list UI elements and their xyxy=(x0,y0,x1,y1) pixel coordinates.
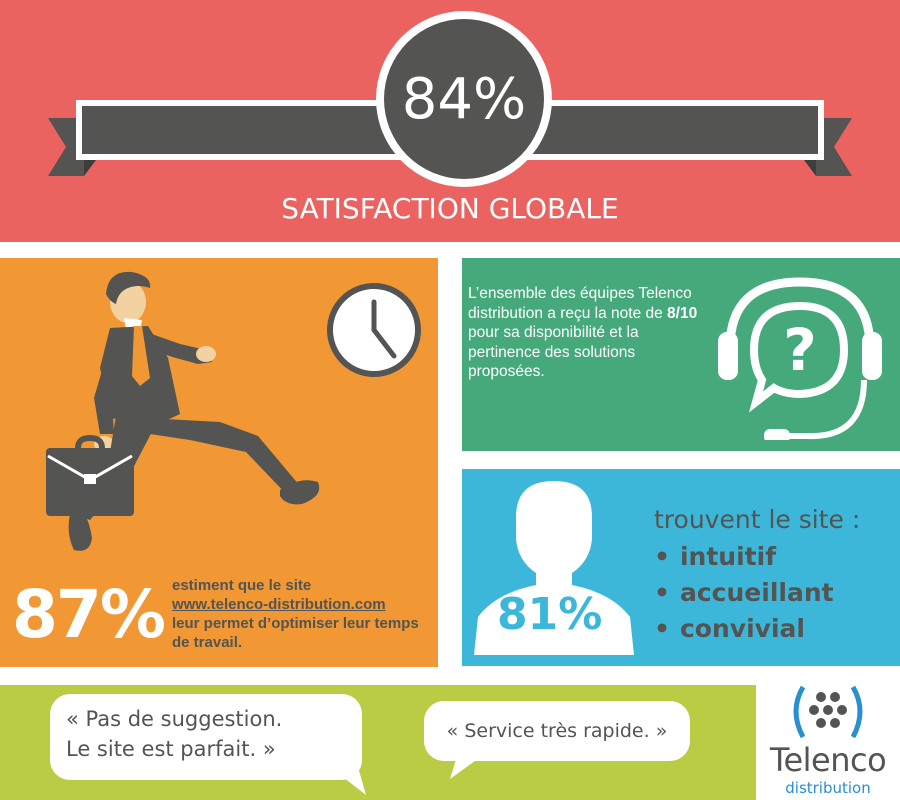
team-rating-panel: L’ensemble des équipes Telenco distribut… xyxy=(462,258,900,451)
person-silhouette-icon xyxy=(474,481,634,655)
headset-question-icon: ? xyxy=(718,277,882,440)
logo-subtitle: distribution xyxy=(785,779,871,797)
quote-bubble-2: « Service très rapide. » xyxy=(424,701,690,761)
site-quality-accueillant: accueillant xyxy=(654,575,834,611)
quote-2-text: « Service très rapide. » xyxy=(446,720,668,742)
briefcase-icon xyxy=(46,434,134,516)
quote-1-line-2: Le site est parfait. » xyxy=(66,737,276,761)
website-value: 87% xyxy=(12,576,166,653)
website-text-before: estiment que le site xyxy=(172,577,312,594)
team-rating-value: 8/10 xyxy=(667,304,698,322)
headline-label: SATISFACTION GLOBALE xyxy=(281,192,619,225)
quote-bubble-1: « Pas de suggestion. Le site est parfait… xyxy=(50,694,362,780)
website-optimization-panel: 87% estiment que le site www.telenco-dis… xyxy=(0,258,438,667)
headline-badge-inner: 84% xyxy=(384,19,544,179)
site-heading: trouvent le site : xyxy=(654,505,861,534)
team-text-1: L’ensemble des équipes Telenco distribut… xyxy=(468,285,692,322)
headline-value: 84% xyxy=(401,66,527,132)
telenco-logo: Telenco distribution xyxy=(756,685,900,800)
website-text-after: leur permet d’optimiser leur temps de tr… xyxy=(172,615,419,651)
site-quality-convivial: convivial xyxy=(654,611,834,647)
logo-name: Telenco xyxy=(769,741,887,779)
telenco-logo-icon xyxy=(793,685,863,739)
team-text-2: pour sa disponibilité et la pertinence d… xyxy=(468,324,639,380)
website-description: estiment que le site www.telenco-distrib… xyxy=(172,576,434,652)
team-rating-text: L’ensemble des équipes Telenco distribut… xyxy=(468,284,706,382)
headline-badge: 84% xyxy=(376,11,552,187)
site-quality-intuitif: intuitif xyxy=(654,539,834,575)
site-qualities-list: intuitif accueillant convivial xyxy=(654,539,834,647)
site-qualities-panel: 81% trouvent le site : intuitif accueill… xyxy=(462,469,900,666)
website-link[interactable]: www.telenco-distribution.com xyxy=(172,596,386,613)
quote-1-line-1: « Pas de suggestion. xyxy=(66,707,283,731)
quotes-panel: « Pas de suggestion. Le site est parfait… xyxy=(0,685,756,800)
site-value: 81% xyxy=(497,589,603,640)
svg-text:?: ? xyxy=(783,316,817,384)
global-satisfaction-panel: 84% SATISFACTION GLOBALE xyxy=(0,0,900,242)
clock-icon xyxy=(327,283,421,377)
